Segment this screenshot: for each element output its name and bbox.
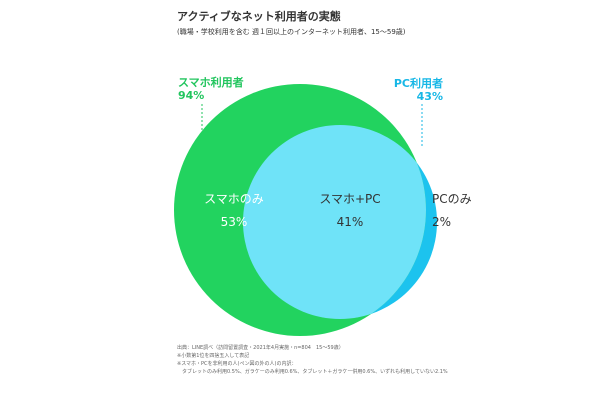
- smartphone-legend-value: 94%: [178, 89, 205, 102]
- note-breakdown-detail: タブレットのみ利用0.5%、ガラケーのみ利用0.6%、タブレット＋ガラケー併用0…: [177, 369, 448, 375]
- region-label-smartphone-only: スマホのみ: [204, 192, 264, 206]
- region-value-both: 41%: [337, 215, 364, 229]
- note-source: 出典：LINE調べ（訪問留置調査・2021年4月実施・n=804 15～59歳）: [177, 345, 344, 351]
- note-breakdown-heading: ※スマホ・PCを非利用の人(ペン図の外の人)の内訳：: [177, 361, 297, 367]
- smartphone-legend: スマホ利用者 94%: [178, 76, 244, 102]
- region-label-both: スマホ+PC: [319, 192, 380, 206]
- region-label-pc-only: PCのみ: [432, 192, 472, 206]
- note-rounding: ※小数第1位を四捨五入して表記: [177, 353, 250, 359]
- pc-legend: PC利用者 43%: [388, 77, 443, 103]
- overlap-region: [243, 125, 426, 319]
- region-value-smartphone-only: 53%: [221, 215, 248, 229]
- smartphone-legend-name: スマホ利用者: [178, 76, 244, 89]
- source-notes: 出典：LINE調べ（訪問留置調査・2021年4月実施・n=804 15～59歳）…: [177, 344, 448, 376]
- chart-subtitle: (職場・学校利用を含む 週１回以上のインターネット利用者、15～59歳): [177, 28, 406, 36]
- region-value-pc-only: 2%: [432, 215, 451, 229]
- pc-legend-value: 43%: [416, 90, 443, 103]
- chart-title: アクティブなネット利用者の実態: [177, 10, 341, 23]
- pc-legend-name: PC利用者: [393, 77, 443, 90]
